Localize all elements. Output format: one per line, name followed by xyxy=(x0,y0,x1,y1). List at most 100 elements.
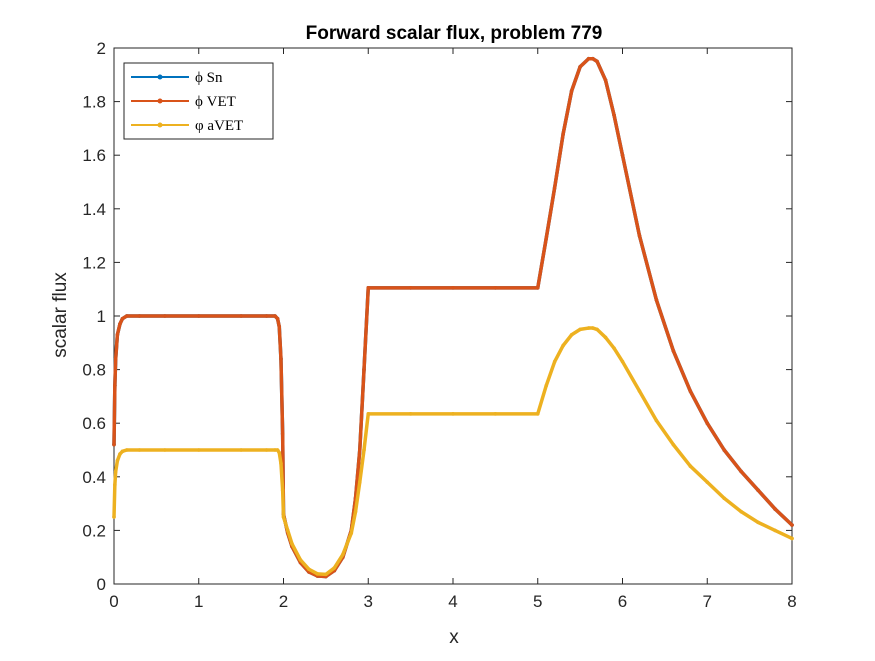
series-3-point xyxy=(281,515,286,519)
series-3-point xyxy=(408,412,413,416)
series-3-point xyxy=(773,528,777,533)
series-2-point xyxy=(722,448,726,452)
series-2-point xyxy=(756,488,760,493)
series-2-point xyxy=(273,314,277,318)
series-3-point xyxy=(586,326,591,330)
chart-title: Forward scalar flux, problem 779 xyxy=(306,23,603,44)
y-tick-label: 1.8 xyxy=(82,93,106,112)
series-3-point xyxy=(544,383,549,388)
series-3-point xyxy=(279,461,283,466)
series-2-point xyxy=(451,286,455,290)
y-tick-label: 0.2 xyxy=(82,521,106,540)
x-tick-label: 5 xyxy=(533,592,542,611)
series-2-point xyxy=(637,233,642,238)
series-2-point xyxy=(275,316,280,321)
series-3-point xyxy=(120,449,125,454)
x-axis-label: x xyxy=(449,627,459,648)
series-3-point xyxy=(118,452,122,456)
series-3-point xyxy=(578,327,582,332)
series-3-point xyxy=(552,359,557,364)
series-3-point xyxy=(739,509,743,514)
series-2-point xyxy=(279,357,283,361)
series-2-point xyxy=(552,185,557,190)
series-3-point xyxy=(357,480,362,484)
series-3-point xyxy=(315,572,320,576)
series-2-point xyxy=(124,314,129,318)
series-layer xyxy=(112,56,794,579)
legend-entry-label: φ aVET xyxy=(195,118,243,134)
y-tick-label: 1.6 xyxy=(82,146,106,165)
y-tick-label: 1.4 xyxy=(82,200,106,219)
y-tick-label: 0 xyxy=(97,575,106,594)
legend-swatch-marker xyxy=(157,98,163,104)
x-tick-label: 7 xyxy=(703,592,712,611)
series-2-point xyxy=(408,286,413,290)
series-3-point xyxy=(612,346,616,350)
legend-swatch-marker xyxy=(157,74,163,80)
y-axis-label: scalar flux xyxy=(50,272,71,358)
series-3-point xyxy=(290,542,294,546)
series-3-point xyxy=(275,448,280,452)
series-2-point xyxy=(163,314,167,318)
series-3-point xyxy=(493,412,498,416)
series-line-2 xyxy=(112,56,794,579)
series-3-point xyxy=(569,332,574,337)
series-3-point xyxy=(722,496,726,501)
y-tick-label: 1 xyxy=(97,307,106,326)
series-2-point xyxy=(277,324,282,329)
legend-entry-label: ϕ Sn xyxy=(195,70,223,86)
x-tick-label: 3 xyxy=(364,592,373,611)
series-3-point xyxy=(264,448,269,452)
series-2-point xyxy=(362,367,366,372)
series-2-point xyxy=(790,523,794,527)
series-3-point xyxy=(451,412,455,416)
series-3-point xyxy=(705,480,710,484)
series-3-point xyxy=(341,552,345,557)
series-3-point xyxy=(298,558,303,562)
series-3-point xyxy=(362,448,366,452)
y-tick-label: 2 xyxy=(97,39,106,58)
series-3-point xyxy=(324,572,328,577)
x-tick-label: 1 xyxy=(194,592,203,611)
series-3-point xyxy=(307,567,311,572)
series-2-point xyxy=(196,314,201,318)
y-tick-label: 0.8 xyxy=(82,361,106,380)
series-2-point xyxy=(688,389,693,393)
series-2-point xyxy=(561,131,565,136)
series-3-point xyxy=(671,442,676,447)
series-2-point xyxy=(357,448,362,452)
series-2-point xyxy=(595,59,599,64)
y-tick-label: 1.2 xyxy=(82,253,106,272)
y-tick-label: 0.6 xyxy=(82,414,106,433)
series-3-point xyxy=(113,469,118,474)
series-3-point xyxy=(591,326,595,330)
series-3-point xyxy=(349,531,354,535)
series-2-point xyxy=(671,349,676,353)
series-3-point xyxy=(756,520,760,525)
series-2-point xyxy=(739,469,743,474)
series-2-point xyxy=(366,286,371,290)
series-2-point xyxy=(493,286,498,290)
series-2-point xyxy=(578,64,582,69)
series-3-point xyxy=(603,335,608,340)
series-3-point xyxy=(113,483,117,487)
series-3-point xyxy=(112,515,116,519)
series-2-point xyxy=(603,78,608,82)
series-3-point xyxy=(137,448,142,452)
x-tick-label: 4 xyxy=(448,592,457,611)
series-line-3 xyxy=(112,326,794,577)
x-tick-label: 6 xyxy=(618,592,627,611)
series-2-point xyxy=(264,314,269,318)
series-3-point xyxy=(239,448,243,452)
series-2-point xyxy=(544,236,549,241)
series-3-point xyxy=(332,566,337,570)
series-2-point xyxy=(535,286,540,290)
series-3-point xyxy=(196,448,201,452)
series-3-point xyxy=(163,448,167,452)
series-3-point xyxy=(654,418,659,423)
x-tick-label: 2 xyxy=(279,592,288,611)
series-2-point xyxy=(586,56,591,61)
x-tick-label: 8 xyxy=(787,592,796,611)
series-2-point xyxy=(137,314,142,318)
